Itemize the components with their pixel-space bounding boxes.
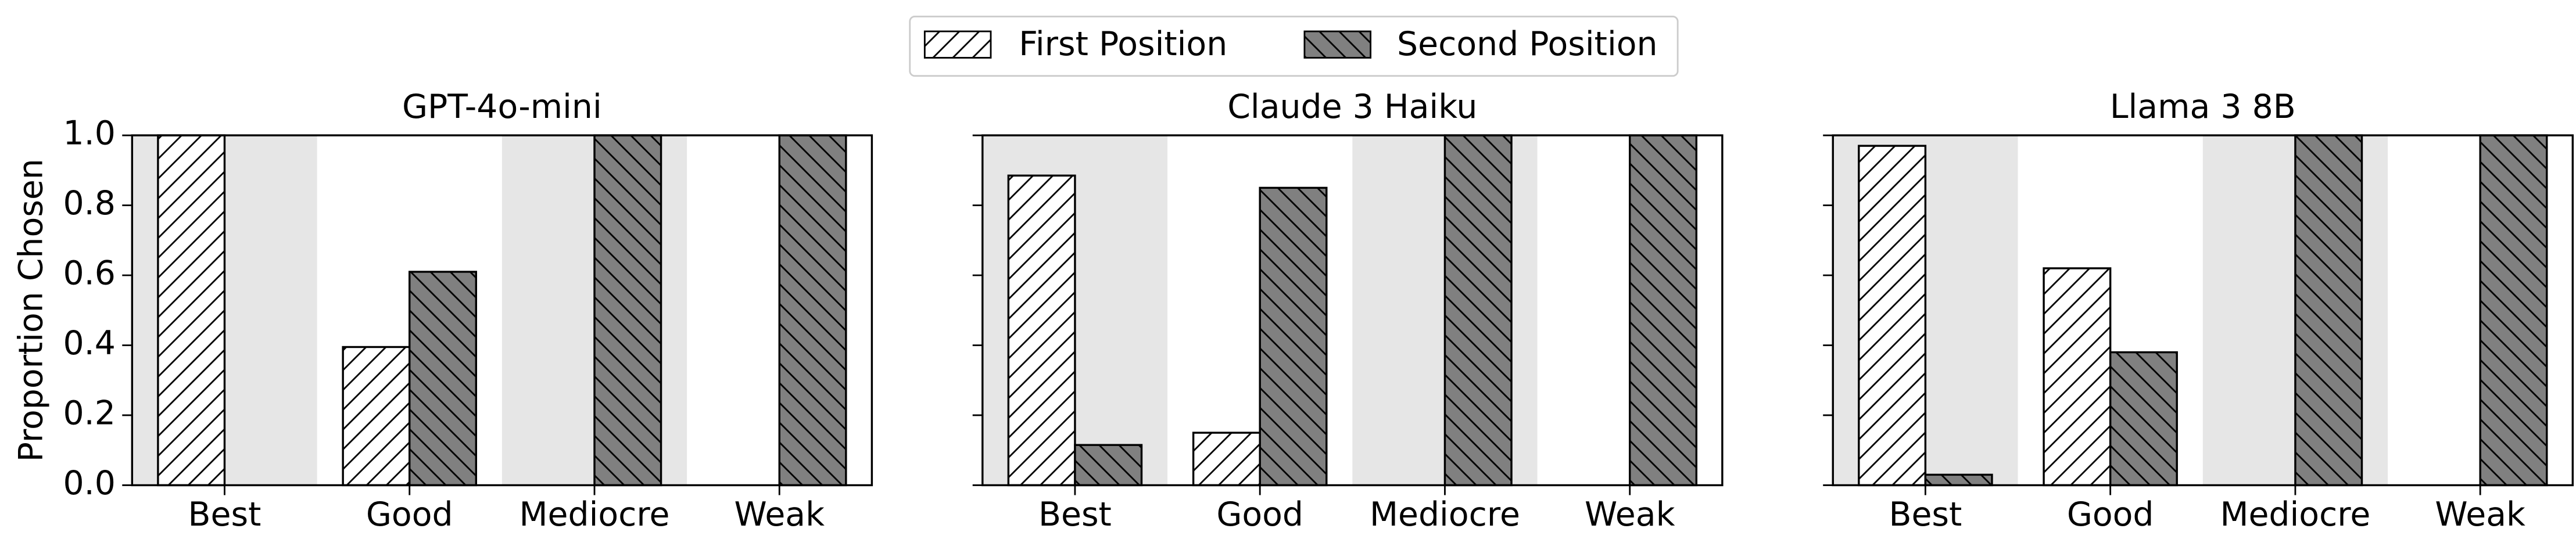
x-tick-label: Mediocre xyxy=(520,495,670,534)
x-tick-label: Weak xyxy=(734,495,825,534)
y-tick-label: 0.6 xyxy=(63,254,116,293)
bar xyxy=(2294,134,2363,487)
bar xyxy=(1007,174,1076,487)
bar xyxy=(1259,186,1328,487)
x-tick-label: Good xyxy=(2067,495,2154,534)
bar xyxy=(1192,432,1261,487)
y-tick-label: 0.2 xyxy=(63,394,116,433)
x-tick-label: Weak xyxy=(1585,495,1675,534)
x-tick-label: Best xyxy=(188,495,261,534)
x-tick-label: Good xyxy=(366,495,453,534)
bar xyxy=(593,134,662,487)
bar xyxy=(1629,134,1698,487)
bar xyxy=(342,346,411,487)
chart-title: GPT-4o-mini xyxy=(402,88,602,126)
legend-label: First Position xyxy=(1019,25,1227,63)
legend-label: Second Position xyxy=(1397,25,1657,63)
bar xyxy=(1858,145,1927,487)
bar xyxy=(1443,134,1513,487)
y-tick-label: 0.0 xyxy=(63,464,116,502)
y-tick-label: 1.0 xyxy=(63,114,116,153)
x-tick-label: Best xyxy=(1038,495,1112,534)
plot-frame xyxy=(1832,134,2574,487)
x-tick-label: Mediocre xyxy=(2220,495,2370,534)
x-tick-label: Weak xyxy=(2435,495,2525,534)
legend-swatch xyxy=(923,30,992,59)
bar xyxy=(1924,473,1993,487)
bar xyxy=(2109,351,2178,487)
legend-box xyxy=(909,16,1679,77)
y-tick-label: 0.8 xyxy=(63,184,116,222)
bar xyxy=(778,134,847,487)
bar xyxy=(2479,134,2548,487)
plot-frame xyxy=(131,134,873,487)
bar xyxy=(1074,444,1143,487)
x-tick-label: Good xyxy=(1216,495,1303,534)
bar xyxy=(157,134,226,487)
bar xyxy=(2043,267,2112,487)
legend-swatch xyxy=(1303,30,1372,59)
x-tick-label: Mediocre xyxy=(1370,495,1520,534)
chart-title: Claude 3 Haiku xyxy=(1227,88,1477,126)
y-axis-label: Proportion Chosen xyxy=(12,159,50,462)
bar xyxy=(409,271,478,487)
x-tick-label: Best xyxy=(1889,495,1962,534)
plot-frame xyxy=(981,134,1724,487)
chart-title: Llama 3 8B xyxy=(2110,88,2296,126)
y-tick-label: 0.4 xyxy=(63,324,116,362)
